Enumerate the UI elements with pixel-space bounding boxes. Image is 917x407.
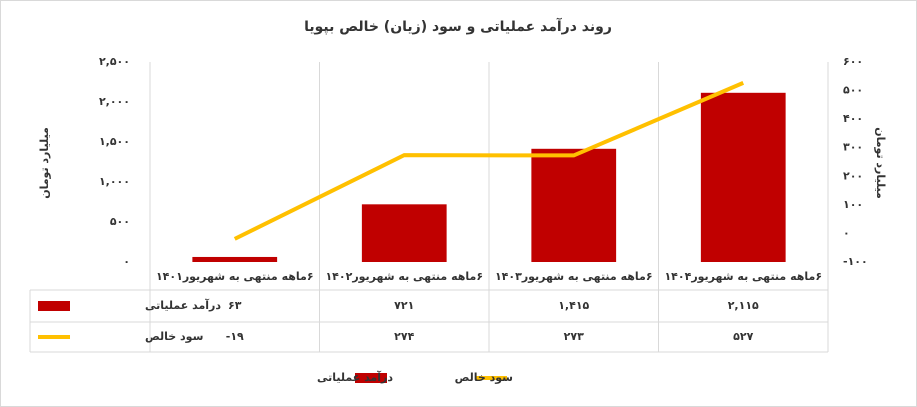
- table-value: ۱,۴۱۵: [558, 299, 589, 312]
- y2-axis-title: میلیارد تومان: [874, 127, 887, 199]
- x-tick-label: ۶ماهه منتهی به شهریور۱۴۰۱: [156, 270, 314, 283]
- y-tick-label: ۲,۰۰۰: [99, 95, 130, 108]
- y2-tick-label: -۱۰۰: [843, 255, 868, 268]
- table-value: -۱۹: [226, 330, 244, 343]
- y-axis-title: میلیارد تومان: [38, 127, 51, 199]
- y2-tick-label: ۲۰۰: [843, 169, 863, 182]
- y2-tick-label: ۵۰۰: [843, 84, 863, 97]
- table-value: ۲۷۳: [564, 330, 584, 343]
- chart-title: روند درآمد عملیاتی و سود (زیان) خالص بپو…: [304, 17, 612, 35]
- row-label: سود خالص: [145, 330, 203, 343]
- table-value: ۶۳: [228, 299, 242, 312]
- legend-key: [38, 301, 70, 311]
- y2-tick-label: ۱۰۰: [843, 198, 863, 211]
- y-tick-label: ۰: [123, 255, 130, 268]
- y-tick-label: ۵۰۰: [110, 215, 130, 228]
- bar: [192, 256, 278, 262]
- y2-tick-label: ۰: [843, 226, 850, 239]
- y2-tick-label: ۴۰۰: [843, 112, 863, 125]
- x-tick-label: ۶ماهه منتهی به شهریور۱۴۰۲: [325, 270, 483, 283]
- table-value: ۲۷۴: [394, 330, 414, 343]
- bar: [700, 92, 786, 262]
- y-tick-label: ۱,۰۰۰: [99, 175, 130, 188]
- table-value: ۵۲۷: [733, 330, 753, 343]
- line: [233, 81, 745, 241]
- row-label: درآمد عملیاتی: [145, 298, 221, 312]
- table-value: ۷۲۱: [394, 299, 414, 312]
- table-value: ۲,۱۱۵: [728, 299, 759, 312]
- y2-tick-label: ۳۰۰: [843, 141, 863, 154]
- y-tick-label: ۱,۵۰۰: [99, 135, 130, 148]
- bar: [361, 204, 447, 262]
- x-tick-label: ۶ماهه منتهی به شهریور۱۴۰۳: [495, 270, 653, 283]
- y-tick-label: ۲,۵۰۰: [99, 55, 130, 68]
- bar: [531, 148, 617, 262]
- legend-label: درآمد عملیاتی: [317, 370, 393, 384]
- legend-label: سود خالص: [455, 371, 513, 384]
- y2-tick-label: ۶۰۰: [843, 55, 863, 68]
- legend-key: [355, 373, 387, 383]
- x-tick-label: ۶ماهه منتهی به شهریور۱۴۰۴: [664, 270, 822, 283]
